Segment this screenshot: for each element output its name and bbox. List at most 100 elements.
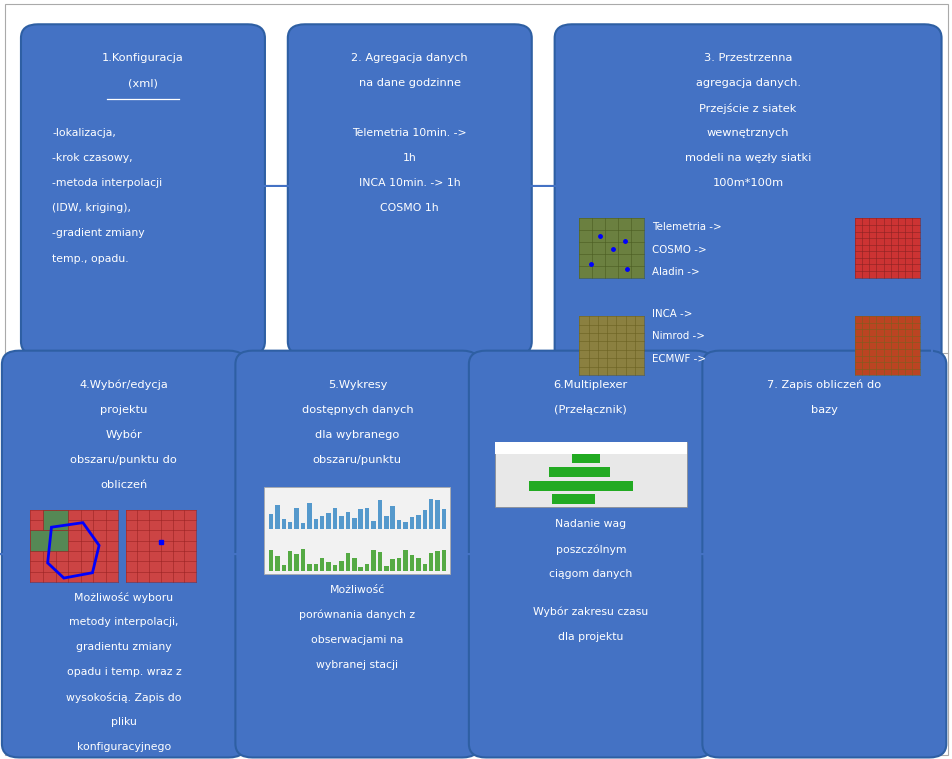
Bar bbox=[435, 551, 440, 572]
Text: temp., opadu.: temp., opadu. bbox=[52, 254, 129, 263]
Text: obliczeń: obliczeń bbox=[100, 480, 148, 490]
Text: Wybór: Wybór bbox=[106, 430, 142, 440]
Bar bbox=[339, 561, 344, 572]
Bar bbox=[320, 558, 324, 572]
Text: na dane godzinne: na dane godzinne bbox=[358, 78, 461, 88]
FancyBboxPatch shape bbox=[468, 351, 712, 757]
Bar bbox=[428, 553, 433, 572]
Bar bbox=[416, 515, 420, 529]
Text: Przejście z siatek: Przejście z siatek bbox=[699, 103, 796, 114]
Bar bbox=[288, 551, 292, 572]
Bar bbox=[268, 550, 273, 572]
Text: Aladin ->: Aladin -> bbox=[651, 267, 699, 277]
Bar bbox=[371, 550, 375, 572]
Bar bbox=[351, 558, 356, 572]
Bar bbox=[126, 510, 196, 582]
Bar bbox=[435, 500, 440, 529]
Bar bbox=[494, 442, 686, 507]
Bar bbox=[384, 515, 388, 529]
Text: obszaru/punktu do: obszaru/punktu do bbox=[70, 455, 177, 465]
Text: 4.Wybór/edycja: 4.Wybór/edycja bbox=[79, 380, 169, 390]
Bar bbox=[358, 509, 363, 529]
FancyBboxPatch shape bbox=[235, 351, 479, 757]
Bar bbox=[579, 219, 644, 278]
Text: Nadanie wag: Nadanie wag bbox=[555, 519, 625, 529]
FancyBboxPatch shape bbox=[288, 24, 531, 355]
Text: wysokością. Zapis do: wysokością. Zapis do bbox=[66, 692, 182, 703]
Text: Telemetria ->: Telemetria -> bbox=[651, 222, 721, 232]
Bar bbox=[548, 468, 609, 477]
Bar bbox=[346, 553, 349, 572]
Bar bbox=[275, 505, 279, 529]
Bar bbox=[294, 554, 299, 572]
Bar bbox=[390, 559, 394, 572]
Bar bbox=[409, 517, 414, 529]
Bar bbox=[275, 556, 279, 572]
Bar bbox=[332, 565, 337, 572]
Bar bbox=[339, 516, 344, 529]
Text: Nimrod ->: Nimrod -> bbox=[651, 331, 704, 341]
Bar bbox=[301, 522, 305, 529]
Text: dla wybranego: dla wybranego bbox=[315, 430, 399, 439]
Text: Telemetria 10min. ->: Telemetria 10min. -> bbox=[352, 128, 466, 138]
Text: agregacja danych.: agregacja danych. bbox=[695, 78, 800, 88]
Text: gradientu zmiany: gradientu zmiany bbox=[76, 642, 171, 652]
Text: INCA 10min. -> 1h: INCA 10min. -> 1h bbox=[359, 178, 460, 188]
Bar bbox=[288, 521, 292, 529]
Bar bbox=[442, 550, 446, 572]
Bar bbox=[428, 499, 433, 529]
Bar bbox=[377, 553, 382, 572]
Text: 1h: 1h bbox=[403, 153, 416, 163]
Text: poszczólnym: poszczólnym bbox=[555, 544, 625, 555]
Text: projektu: projektu bbox=[100, 405, 148, 414]
Bar bbox=[294, 509, 299, 529]
Text: opadu i temp. wraz z: opadu i temp. wraz z bbox=[67, 667, 181, 677]
Bar bbox=[43, 510, 68, 531]
Text: 6.Multiplexer: 6.Multiplexer bbox=[553, 380, 627, 389]
Text: (IDW, kriging),: (IDW, kriging), bbox=[52, 203, 131, 213]
Bar bbox=[307, 502, 311, 529]
Bar bbox=[579, 316, 644, 376]
Text: 7. Zapis obliczeń do: 7. Zapis obliczeń do bbox=[766, 380, 881, 390]
Text: (xml): (xml) bbox=[128, 78, 158, 88]
Text: dostępnych danych: dostępnych danych bbox=[301, 405, 413, 414]
Bar bbox=[377, 499, 382, 529]
Bar bbox=[442, 509, 446, 529]
Text: 100m*100m: 100m*100m bbox=[712, 178, 783, 188]
Bar bbox=[327, 512, 330, 529]
Bar bbox=[854, 219, 919, 278]
Text: -gradient zmiany: -gradient zmiany bbox=[52, 228, 145, 238]
Bar bbox=[365, 565, 369, 572]
Bar bbox=[494, 442, 686, 454]
Text: (Przełącznik): (Przełącznik) bbox=[554, 405, 626, 414]
Text: -metoda interpolacji: -metoda interpolacji bbox=[52, 178, 163, 188]
Text: Możliwość wyboru: Możliwość wyboru bbox=[74, 592, 173, 603]
Bar bbox=[854, 316, 919, 376]
Bar bbox=[281, 565, 286, 572]
Text: ciągom danych: ciągom danych bbox=[548, 569, 632, 579]
Text: wybranej stacji: wybranej stacji bbox=[316, 660, 398, 669]
Bar bbox=[371, 521, 375, 529]
Bar bbox=[346, 512, 349, 529]
Bar bbox=[301, 550, 305, 572]
Text: 1.Konfiguracja: 1.Konfiguracja bbox=[102, 53, 184, 63]
Text: metody interpolacji,: metody interpolacji, bbox=[69, 617, 178, 627]
Text: COSMO 1h: COSMO 1h bbox=[380, 203, 439, 213]
Bar bbox=[416, 558, 420, 572]
Bar bbox=[390, 506, 394, 529]
Bar bbox=[571, 454, 600, 464]
Bar bbox=[327, 562, 330, 572]
Bar bbox=[264, 487, 449, 575]
Bar bbox=[384, 565, 388, 572]
Bar bbox=[403, 522, 407, 529]
Text: 3. Przestrzenna: 3. Przestrzenna bbox=[704, 53, 791, 63]
Text: modeli na węzły siatki: modeli na węzły siatki bbox=[684, 153, 810, 163]
Text: -krok czasowy,: -krok czasowy, bbox=[52, 153, 133, 163]
Bar bbox=[422, 564, 426, 572]
Text: ECMWF ->: ECMWF -> bbox=[651, 354, 705, 364]
Text: porównania danych z: porównania danych z bbox=[299, 609, 415, 620]
Bar bbox=[552, 494, 594, 504]
Text: Wybór zakresu czasu: Wybór zakresu czasu bbox=[533, 607, 647, 617]
Text: dla projektu: dla projektu bbox=[558, 631, 623, 642]
Bar bbox=[351, 518, 356, 529]
